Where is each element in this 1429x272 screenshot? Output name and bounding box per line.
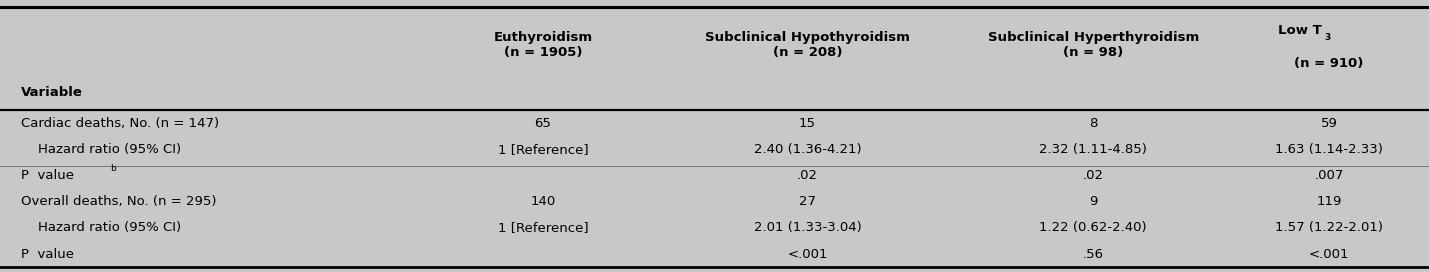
Text: Hazard ratio (95% CI): Hazard ratio (95% CI) xyxy=(21,221,181,234)
Text: 1 [Reference]: 1 [Reference] xyxy=(497,221,589,234)
Text: 119: 119 xyxy=(1316,195,1342,208)
Text: 140: 140 xyxy=(530,195,556,208)
Text: Euthyroidism
(n = 1905): Euthyroidism (n = 1905) xyxy=(493,31,593,59)
Text: b: b xyxy=(110,164,116,173)
Text: 1 [Reference]: 1 [Reference] xyxy=(497,143,589,156)
Text: P  value: P value xyxy=(21,169,74,182)
Text: P  value: P value xyxy=(21,248,74,261)
Text: Variable: Variable xyxy=(21,86,83,99)
Text: <.001: <.001 xyxy=(787,248,827,261)
Text: <.001: <.001 xyxy=(1309,248,1349,261)
Text: .56: .56 xyxy=(1083,248,1103,261)
Text: 2.40 (1.36-4.21): 2.40 (1.36-4.21) xyxy=(753,143,862,156)
Text: 65: 65 xyxy=(534,117,552,130)
Text: 1.22 (0.62-2.40): 1.22 (0.62-2.40) xyxy=(1039,221,1147,234)
Text: .007: .007 xyxy=(1315,169,1343,182)
Text: Subclinical Hyperthyroidism
(n = 98): Subclinical Hyperthyroidism (n = 98) xyxy=(987,31,1199,59)
Text: .02: .02 xyxy=(1083,169,1103,182)
Text: Overall deaths, No. (n = 295): Overall deaths, No. (n = 295) xyxy=(21,195,217,208)
Text: Subclinical Hypothyroidism
(n = 208): Subclinical Hypothyroidism (n = 208) xyxy=(704,31,910,59)
Text: 1.57 (1.22-2.01): 1.57 (1.22-2.01) xyxy=(1275,221,1383,234)
Text: (n = 910): (n = 910) xyxy=(1295,57,1363,70)
Text: 9: 9 xyxy=(1089,195,1097,208)
Text: 2.32 (1.11-4.85): 2.32 (1.11-4.85) xyxy=(1039,143,1147,156)
Text: 2.01 (1.33-3.04): 2.01 (1.33-3.04) xyxy=(753,221,862,234)
Text: Low T: Low T xyxy=(1278,24,1322,38)
Text: 8: 8 xyxy=(1089,117,1097,130)
Text: 27: 27 xyxy=(799,195,816,208)
Text: 59: 59 xyxy=(1320,117,1338,130)
Text: 15: 15 xyxy=(799,117,816,130)
Text: Hazard ratio (95% CI): Hazard ratio (95% CI) xyxy=(21,143,181,156)
Text: 3: 3 xyxy=(1325,33,1330,42)
Text: .02: .02 xyxy=(797,169,817,182)
Text: Cardiac deaths, No. (n = 147): Cardiac deaths, No. (n = 147) xyxy=(21,117,220,130)
Text: 1.63 (1.14-2.33): 1.63 (1.14-2.33) xyxy=(1275,143,1383,156)
